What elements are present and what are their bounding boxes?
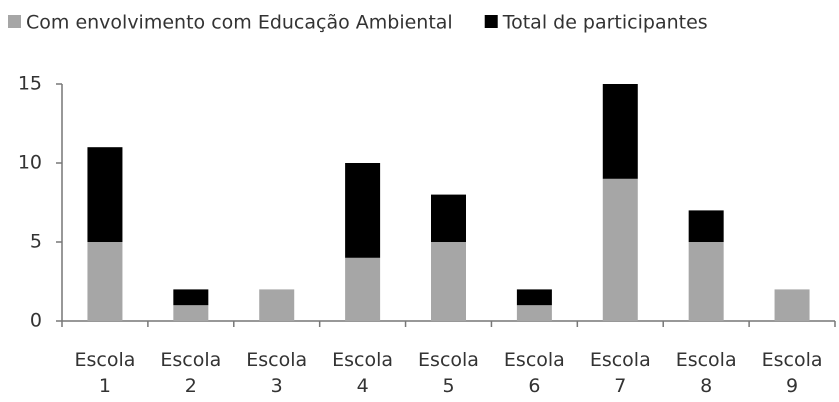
bar-segment [345,257,381,321]
x-tick-label: Escola 8 [676,349,737,397]
x-tick-label: Escola 3 [246,349,307,397]
bar-segment [431,242,466,321]
bar-segment [87,147,123,242]
x-tick-label: Escola 2 [160,349,221,397]
legend-swatch [484,15,498,28]
x-tick-label: Escola 4 [332,349,393,397]
x-tick-label: Escola 7 [590,349,651,397]
bar-segment [688,210,724,242]
bar-segment [774,289,810,321]
bar-segment [173,289,209,306]
legend-swatch [8,15,21,28]
bar-segment [173,305,209,321]
x-tick-label: Escola 1 [74,349,135,397]
y-tick-label: 0 [30,310,42,332]
bar-segment [602,178,638,321]
x-tick-label: Escola 9 [762,349,823,397]
x-tick-label: Escola 5 [418,349,479,397]
legend-label: Total de participantes [502,12,708,34]
bar-segment [602,84,638,179]
legend-label: Com envolvimento com Educação Ambiental [26,12,453,34]
bar-segment [87,242,123,321]
y-tick-label: 10 [18,152,42,174]
y-tick-label: 5 [30,231,42,253]
bar-segment [516,305,552,321]
bar-segment [431,194,466,242]
bar-segment [259,289,295,321]
y-tick-label: 15 [18,73,42,95]
bar-segment [345,163,381,258]
bar-segment [688,242,724,321]
bar-segment [516,289,552,306]
x-tick-label: Escola 6 [504,349,565,397]
